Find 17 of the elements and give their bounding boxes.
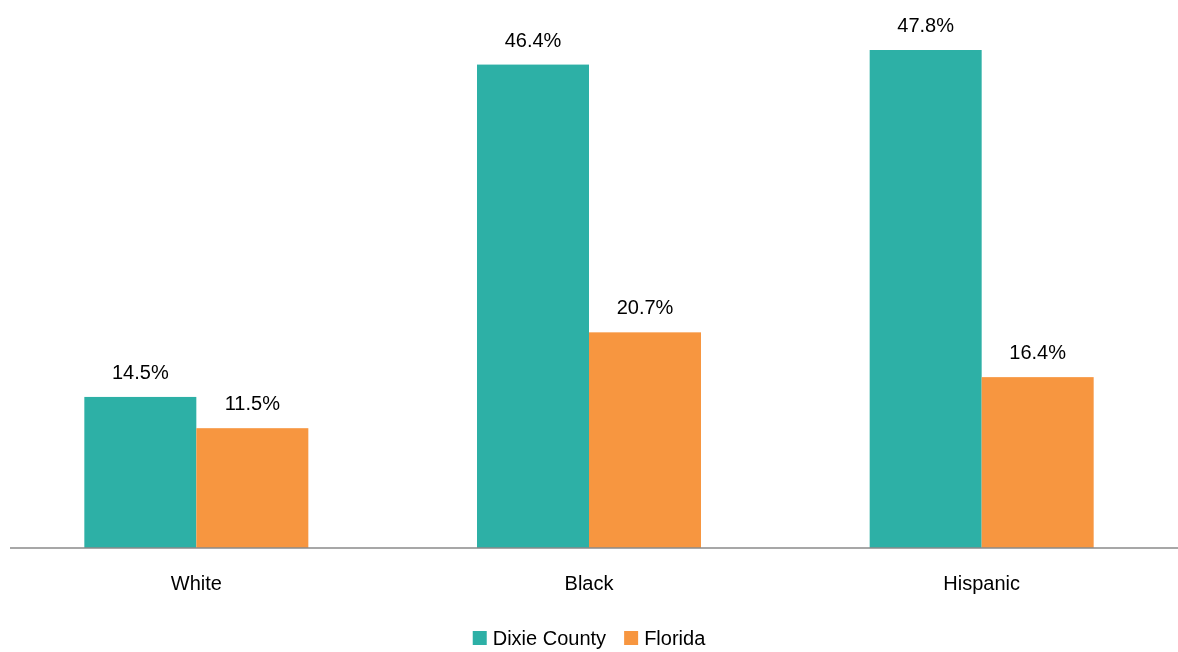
data-label: 20.7% xyxy=(616,296,674,319)
data-label: 16.4% xyxy=(1009,341,1067,364)
legend-label: Florida xyxy=(644,627,707,649)
data-label: 11.5% xyxy=(224,392,281,415)
bar xyxy=(84,396,197,548)
data-label: 47.8% xyxy=(897,14,955,36)
bar xyxy=(869,50,982,548)
bar xyxy=(196,428,309,548)
data-label: 46.4% xyxy=(504,28,562,51)
bar xyxy=(477,64,589,548)
x-tick-label: Hispanic xyxy=(943,572,1021,594)
bar xyxy=(589,332,701,548)
data-label: 14.5% xyxy=(111,360,169,383)
legend-label: Dixie County xyxy=(492,627,607,649)
bar xyxy=(981,377,1094,548)
x-tick-label: Black xyxy=(564,572,615,594)
x-tick-label: White xyxy=(170,572,222,594)
